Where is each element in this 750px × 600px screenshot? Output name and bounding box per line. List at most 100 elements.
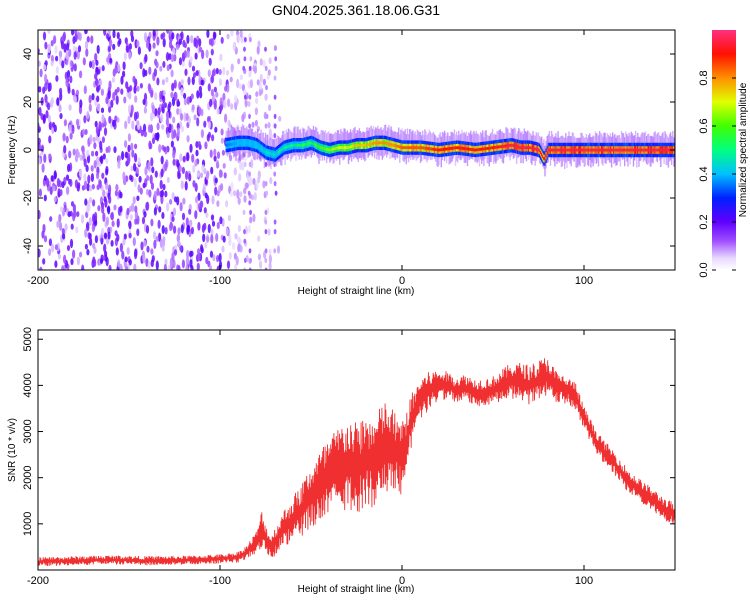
spectrogram-cell xyxy=(93,258,97,268)
spectrogram-cell xyxy=(253,192,257,201)
spectrogram-ridge-core xyxy=(353,144,355,148)
spectrogram-cell xyxy=(207,120,211,129)
spectrogram-cell xyxy=(259,58,263,66)
spectrogram-ridge-core xyxy=(367,143,369,147)
spectrogram-cell xyxy=(86,203,90,214)
spectrogram-cell xyxy=(264,209,268,215)
spectrogram-cell xyxy=(39,68,43,78)
spectrogram-cell xyxy=(192,164,196,173)
spectrogram-ridge-core xyxy=(294,143,296,147)
spectrogram-ridge-core xyxy=(633,148,636,152)
spectrogram-cell xyxy=(222,163,226,169)
spectrogram-cell xyxy=(119,242,123,253)
spectrogram-ridge-core xyxy=(491,146,494,150)
spectrogram-ridge-core xyxy=(328,148,330,152)
spectrogram-ridge-core xyxy=(519,145,521,149)
spectrogram-cell xyxy=(150,248,154,255)
spectrogram-cell xyxy=(186,225,190,235)
spectrogram-cell xyxy=(210,166,214,175)
spectrogram-ridge-core xyxy=(330,148,332,152)
spectrogram-cell xyxy=(66,244,71,252)
spectrogram-cell xyxy=(50,60,54,67)
spectrogram-ridge-core xyxy=(363,143,365,147)
y-tick-label: 2000 xyxy=(22,465,34,489)
colorbar: 0.0 0.2 0.4 0.6 0.8 Normalized spectral ampl… xyxy=(698,30,749,278)
spectrogram-cell xyxy=(213,86,217,93)
spectrogram-cell xyxy=(110,211,114,221)
spectrogram-cell xyxy=(103,30,107,36)
spectrogram-ridge-core xyxy=(309,141,311,145)
spectrogram-cell xyxy=(205,49,209,59)
spectrogram-cell xyxy=(125,45,129,53)
spectrogram-ridge-core xyxy=(590,148,592,152)
spectrogram-cell xyxy=(59,206,64,213)
spectrogram-ridge-core xyxy=(647,148,649,152)
spectrogram-cell xyxy=(82,128,86,136)
spectrogram-ridge-core xyxy=(229,142,232,146)
spectrogram-cell xyxy=(171,216,175,222)
spectrogram-cell xyxy=(125,81,129,89)
spectrogram-ridge-core xyxy=(573,148,576,152)
spectrogram-cell xyxy=(62,233,66,240)
spectrogram-ridge-core xyxy=(582,148,584,152)
spectrogram-cell xyxy=(159,65,163,72)
spectrogram-ridge-core xyxy=(336,146,339,150)
spectrogram-cell xyxy=(264,94,268,100)
spectrogram-cell xyxy=(38,142,41,151)
spectrogram-ridge-core xyxy=(532,146,534,150)
spectrogram-cell xyxy=(116,218,120,228)
spectrogram-ridge-core xyxy=(228,143,231,146)
spectrogram-cell xyxy=(204,192,208,199)
spectrogram-cell xyxy=(227,98,231,108)
spectrogram-cell xyxy=(264,229,268,235)
spectrogram-cell xyxy=(50,96,55,106)
spectrogram-cell xyxy=(177,227,181,235)
spectrogram-ridge-core xyxy=(254,143,257,147)
spectrogram-cell xyxy=(147,161,151,171)
spectrogram-cell xyxy=(229,76,233,83)
spectrogram-ridge-core xyxy=(535,147,537,151)
spectrogram-cell xyxy=(212,254,216,262)
spectrogram-cell xyxy=(68,124,72,133)
spectrogram-ridge-core xyxy=(465,147,468,151)
spectrogram-ridge-core xyxy=(250,142,252,146)
spectrogram-cell xyxy=(159,190,163,198)
spectrogram-cell xyxy=(220,183,224,192)
spectrogram-cell xyxy=(70,223,74,230)
spectrogram-ridge-core xyxy=(557,148,559,152)
spectrogram-cell xyxy=(67,86,71,94)
spectrogram-cell xyxy=(60,40,65,50)
spectrogram-ridge-core xyxy=(424,146,426,150)
spectrogram-ridge-core xyxy=(347,146,350,149)
spectrogram-cell xyxy=(239,30,243,38)
x-tick-label: -100 xyxy=(209,575,231,587)
spectrogram-cell xyxy=(257,253,261,261)
spectrogram-cell xyxy=(156,36,160,46)
spectrogram-ridge-core xyxy=(230,142,233,146)
spectrogram-ridge-core xyxy=(643,148,646,152)
spectrogram-cell xyxy=(210,214,215,221)
spectrogram-cell xyxy=(114,190,118,197)
spectrogram-cell xyxy=(199,172,204,179)
spectrogram-cell xyxy=(146,245,150,253)
spectrogram-cell xyxy=(156,122,160,131)
spectrogram-ridge-core xyxy=(531,146,533,150)
spectrogram-cell xyxy=(165,111,170,120)
spectrogram-ridge-core xyxy=(537,148,540,152)
spectrogram-cell xyxy=(188,219,193,226)
spectrogram-cell xyxy=(56,220,60,228)
spectrogram-cell xyxy=(159,90,163,100)
spectrogram-cell xyxy=(122,61,126,70)
spectrogram-cell xyxy=(195,149,199,157)
spectrogram-cell xyxy=(180,79,184,86)
spectrogram-cell xyxy=(155,260,159,270)
y-tick-label: 20 xyxy=(22,96,34,108)
spectrogram-cell xyxy=(252,213,256,223)
spectrogram-cell xyxy=(41,230,45,239)
snr-panel: -200 -100 0 100 1000 2000 3000 4000 5000 Height… xyxy=(7,327,676,595)
spectrogram-cell xyxy=(120,88,124,95)
spectrogram-ridge-core xyxy=(374,141,376,145)
spectrogram-ridge-core xyxy=(410,146,412,150)
spectrogram-cell xyxy=(181,166,185,175)
spectrogram-ridge-core xyxy=(422,146,424,150)
